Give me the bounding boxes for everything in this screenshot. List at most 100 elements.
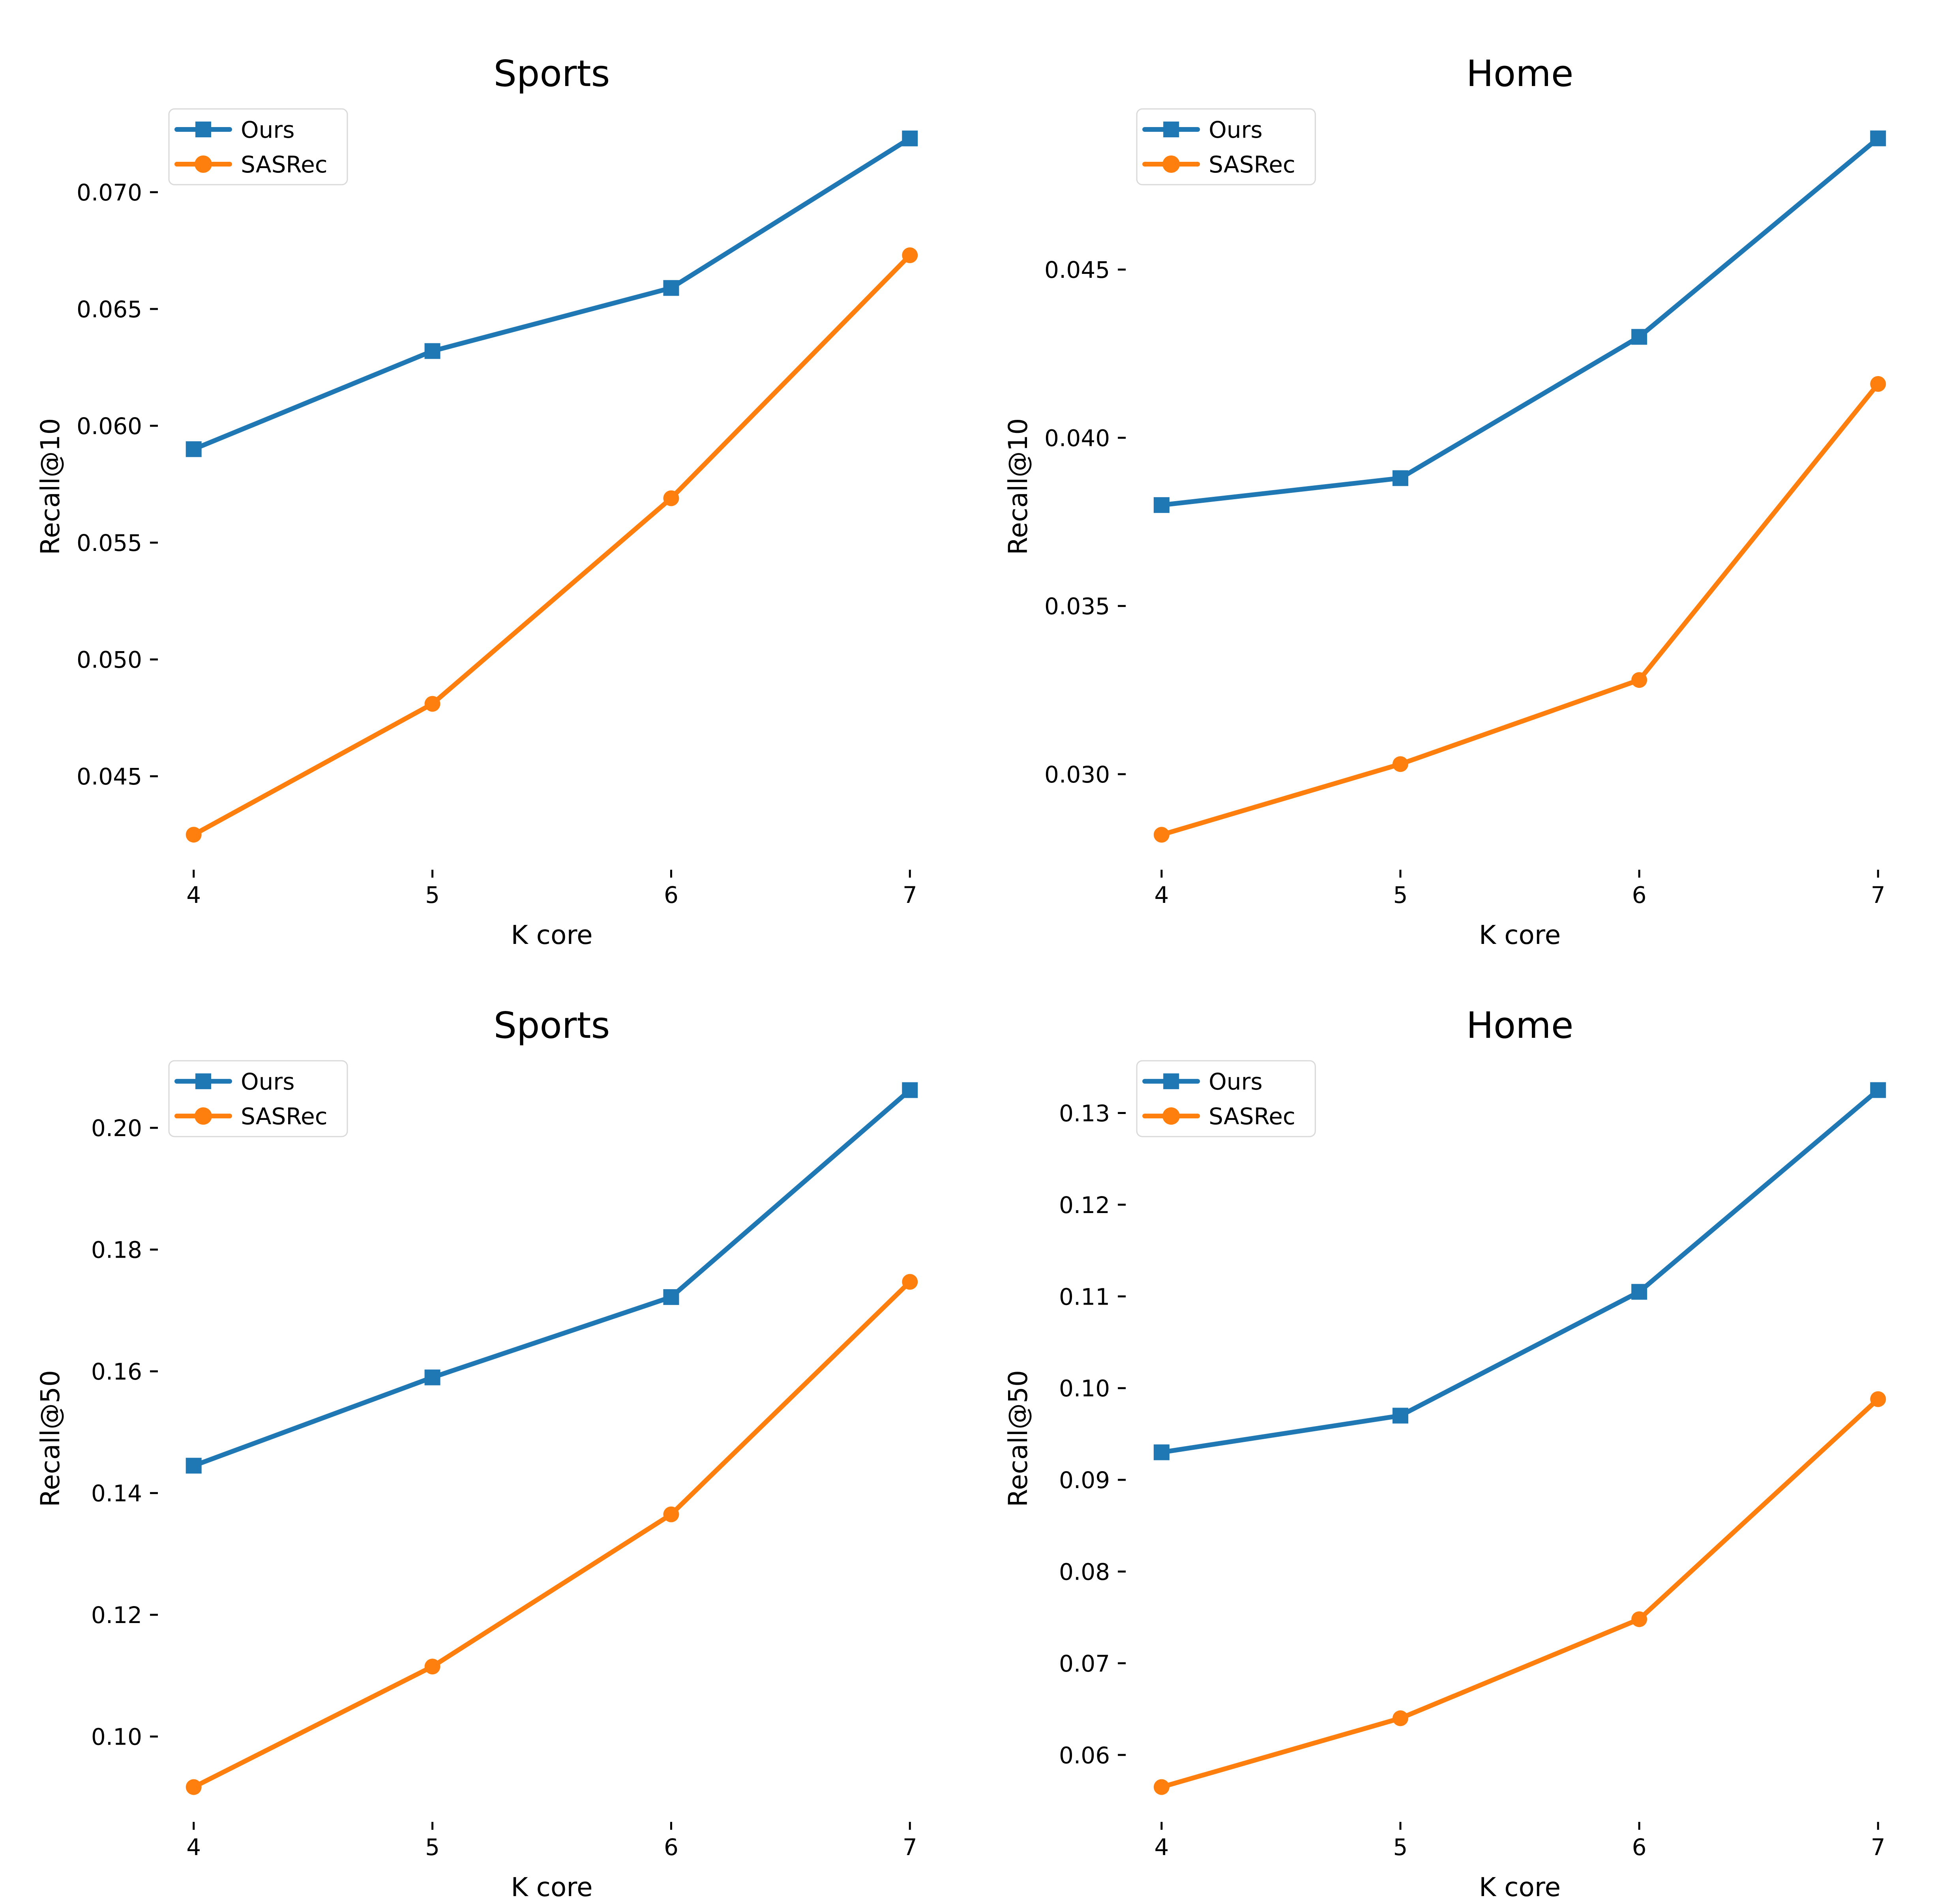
legend: Ours SASRec: [168, 108, 348, 185]
legend-marker-sasrec: [195, 1107, 212, 1125]
marker-ours: [663, 1289, 679, 1305]
chart-sports-recall-10: Sports K core Recall@10 4 5 6 7 0.045 0.050 0.055…: [0, 0, 968, 952]
y-tick-label: 0.16: [91, 1358, 142, 1385]
x-tick-label: 6: [664, 1834, 678, 1861]
x-axis-label: K core: [1479, 920, 1561, 950]
x-tick-label: 4: [186, 882, 201, 908]
x-axis-label: K core: [511, 920, 592, 950]
marker-ours: [1153, 497, 1169, 513]
x-axis-label: K core: [511, 1872, 592, 1902]
x-axis-label: K core: [1479, 1872, 1561, 1902]
series-line-ours: [1159, 1088, 1881, 1455]
legend-marker-sasrec: [1162, 1107, 1180, 1125]
series-line-ours: [1159, 136, 1881, 507]
marker-sasrec: [424, 696, 440, 712]
x-tick-label: 4: [1154, 1834, 1169, 1861]
marker-ours: [424, 343, 440, 359]
marker-sasrec: [902, 247, 918, 263]
y-tick-label: 0.12: [91, 1602, 142, 1629]
legend-label: Ours: [1209, 1068, 1263, 1095]
marker-sasrec: [1392, 756, 1409, 772]
plot-area: [158, 1055, 946, 1822]
marker-sasrec: [663, 490, 679, 506]
marker-sasrec: [1631, 672, 1647, 688]
marker-sasrec: [1153, 827, 1169, 843]
x-tick-label: 6: [1632, 882, 1647, 908]
y-tick-label: 0.14: [91, 1480, 142, 1507]
chart-title: Sports: [494, 52, 610, 95]
legend-marker-sasrec: [1162, 155, 1180, 173]
marker-sasrec: [186, 1779, 202, 1795]
legend-label: SASRec: [1209, 1103, 1295, 1130]
marker-ours: [1870, 1082, 1886, 1098]
legend-marker-ours: [195, 122, 211, 137]
y-tick-label: 0.10: [1059, 1375, 1110, 1402]
marker-sasrec: [186, 827, 202, 843]
y-tick-label: 0.06: [1059, 1742, 1110, 1769]
y-tick-label: 0.09: [1059, 1467, 1110, 1494]
y-tick-label: 0.045: [1044, 256, 1110, 283]
x-tick-label: 6: [664, 882, 678, 908]
marker-sasrec: [1153, 1779, 1169, 1795]
y-tick-label: 0.045: [77, 763, 142, 790]
y-axis-label: Recall@10: [1003, 418, 1033, 555]
series-line-sasrec: [1159, 1397, 1881, 1790]
legend-marker-ours: [1163, 122, 1179, 137]
chart-title: Home: [1466, 1004, 1574, 1047]
marker-ours: [1392, 1408, 1409, 1424]
marker-sasrec: [424, 1659, 440, 1675]
marker-ours: [186, 1458, 202, 1474]
marker-ours: [424, 1369, 440, 1385]
y-tick-label: 0.12: [1059, 1192, 1110, 1219]
legend-label: SASRec: [241, 151, 328, 178]
marker-ours: [663, 280, 679, 296]
marker-sasrec: [902, 1274, 918, 1290]
legend-label: SASRec: [1209, 151, 1295, 178]
series-line-sasrec: [191, 253, 913, 837]
y-tick-label: 0.050: [77, 646, 142, 673]
x-tick-label: 7: [1871, 882, 1885, 908]
y-tick-label: 0.10: [91, 1724, 142, 1750]
y-tick-label: 0.065: [77, 296, 142, 323]
x-tick-label: 6: [1632, 1834, 1647, 1861]
marker-ours: [1631, 1284, 1647, 1300]
x-tick-label: 4: [186, 1834, 201, 1861]
x-tick-label: 5: [425, 882, 440, 908]
y-tick-label: 0.08: [1059, 1558, 1110, 1585]
y-tick-label: 0.035: [1044, 593, 1110, 620]
chart-home-recall-50: Home K core Recall@50 4 5 6 7 0.06 0.07 0.08 0.09 0…: [968, 952, 1936, 1904]
y-tick-label: 0.070: [77, 179, 142, 206]
marker-ours: [902, 130, 918, 146]
marker-ours: [186, 441, 202, 457]
legend-label: Ours: [241, 116, 294, 143]
y-axis-label: Recall@50: [1003, 1370, 1033, 1507]
series-line-ours: [191, 136, 913, 452]
y-tick-label: 0.20: [91, 1115, 142, 1142]
plot-area: [158, 103, 946, 870]
x-tick-label: 5: [1393, 1834, 1408, 1861]
y-tick-label: 0.18: [91, 1237, 142, 1264]
legend-label: Ours: [241, 1068, 294, 1095]
series-line-ours: [191, 1088, 913, 1468]
y-tick-label: 0.030: [1044, 761, 1110, 788]
legend-marker-sasrec: [195, 155, 212, 173]
x-tick-label: 7: [903, 882, 917, 908]
x-tick-label: 7: [1871, 1834, 1885, 1861]
legend-label: SASRec: [241, 1103, 328, 1130]
legend: Ours SASRec: [1136, 1060, 1316, 1137]
y-tick-label: 0.07: [1059, 1650, 1110, 1677]
y-tick-label: 0.11: [1059, 1283, 1110, 1310]
legend-marker-ours: [195, 1073, 211, 1090]
marker-sasrec: [1870, 1391, 1886, 1407]
series-line-sasrec: [1159, 381, 1881, 837]
marker-ours: [1153, 1444, 1169, 1460]
series-line-sasrec: [191, 1279, 913, 1790]
marker-sasrec: [1631, 1611, 1647, 1627]
marker-ours: [1631, 329, 1647, 345]
marker-sasrec: [663, 1506, 679, 1522]
y-tick-label: 0.055: [77, 530, 142, 556]
y-axis-label: Recall@10: [35, 418, 66, 555]
marker-ours: [902, 1082, 918, 1098]
y-tick-label: 0.060: [77, 413, 142, 440]
